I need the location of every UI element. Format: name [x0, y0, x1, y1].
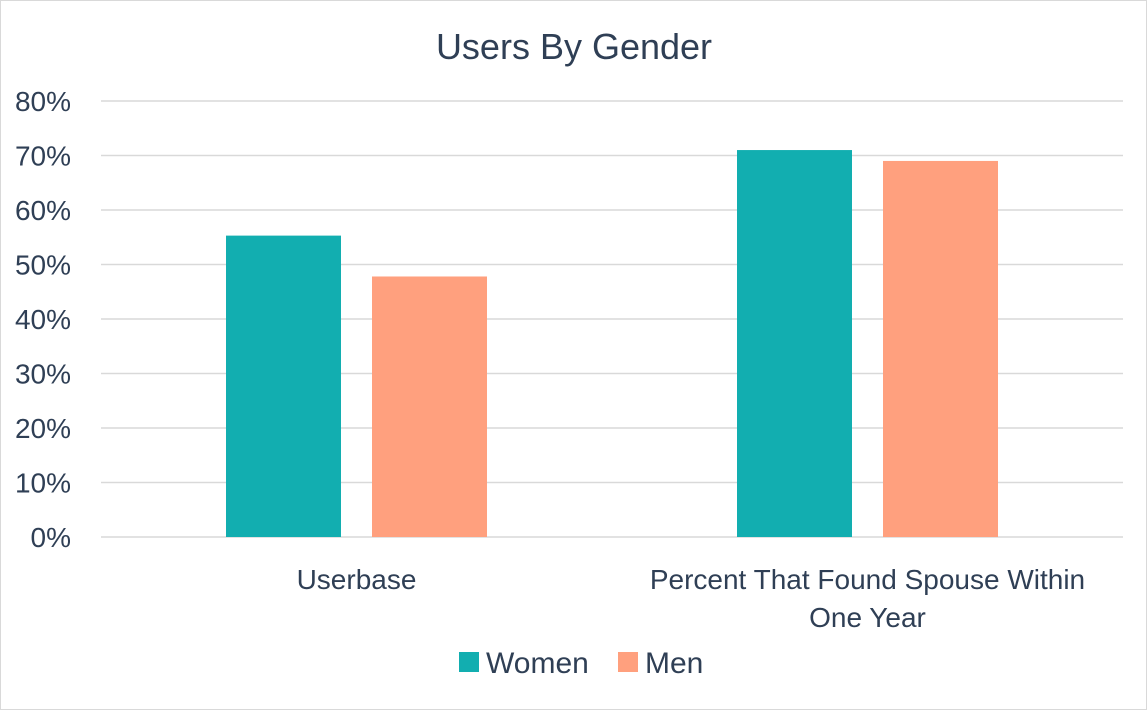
bar-women-2: [737, 150, 852, 538]
y-tick-label: 60%: [15, 195, 71, 226]
y-axis-ticks: 0% 10% 20% 30% 40% 50% 60% 70% 80%: [15, 86, 71, 553]
y-tick-label: 10%: [15, 468, 71, 499]
legend: Women Men: [459, 647, 703, 680]
legend-label-men: Men: [645, 647, 703, 680]
y-tick-label: 50%: [15, 250, 71, 281]
y-tick-label: 70%: [15, 141, 71, 172]
y-tick-label: 80%: [15, 86, 71, 117]
y-tick-label: 40%: [15, 304, 71, 335]
y-tick-label: 0%: [31, 522, 71, 553]
x-category-label: Userbase: [297, 564, 417, 595]
legend-label-women: Women: [486, 647, 589, 680]
y-tick-label: 20%: [15, 413, 71, 444]
bars: [226, 150, 998, 538]
x-axis-categories: Userbase Percent That Found Spouse Within…: [297, 564, 1086, 633]
legend-swatch-men: [618, 652, 638, 672]
y-tick-label: 30%: [15, 359, 71, 390]
bar-men-2: [883, 160, 998, 537]
legend-swatch-women: [459, 652, 479, 672]
chart-title: Users By Gender: [436, 26, 712, 67]
bar-women-1: [226, 235, 341, 538]
bar-men-1: [372, 276, 487, 537]
x-category-label: Percent That Found Spouse Within One Year: [650, 564, 1085, 633]
